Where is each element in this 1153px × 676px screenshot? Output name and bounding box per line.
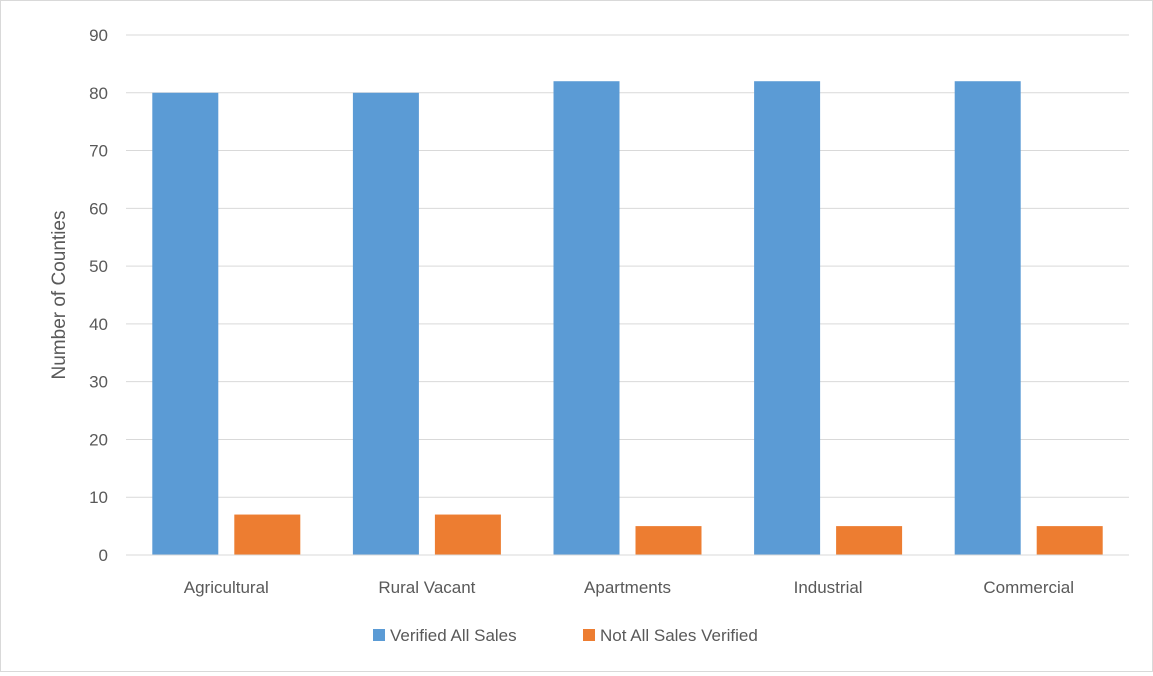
x-axis-tick-labels: Agricultural Rural Vacant Apartments Indust…	[184, 578, 1074, 597]
legend-swatch	[583, 629, 595, 641]
x-tick-label: Apartments	[584, 578, 671, 597]
bar-not-verified	[635, 526, 702, 555]
bar-not-verified	[836, 526, 903, 555]
gridlines	[126, 34, 1129, 498]
y-tick-label: 40	[89, 315, 108, 334]
bar-verified	[152, 92, 219, 556]
legend-swatch	[373, 629, 385, 641]
x-tick-label: Industrial	[794, 578, 863, 597]
y-tick-label: 50	[89, 257, 108, 276]
y-tick-label: 10	[89, 488, 108, 507]
y-tick-label: 20	[89, 430, 108, 449]
bar-verified	[553, 81, 620, 555]
y-tick-label: 90	[89, 26, 108, 45]
y-axis-label: Number of Counties	[49, 211, 70, 380]
legend-label: Verified All Sales	[390, 626, 517, 645]
x-tick-label: Commercial	[983, 578, 1074, 597]
y-tick-label: 0	[99, 546, 108, 565]
y-tick-label: 60	[89, 199, 108, 218]
legend-label: Not All Sales Verified	[600, 626, 758, 645]
y-tick-label: 30	[89, 373, 108, 392]
x-tick-label: Rural Vacant	[378, 578, 475, 597]
bar-not-verified	[234, 514, 301, 555]
x-tick-label: Agricultural	[184, 578, 269, 597]
y-axis-tick-labels: 0 10 20 30 40 50 60 70 80 90	[89, 26, 108, 565]
legend: Verified All Sales Not All Sales Verified	[373, 626, 758, 645]
bar-not-verified	[1036, 526, 1103, 555]
y-tick-label: 80	[89, 84, 108, 103]
bar-verified	[954, 81, 1021, 555]
bar-verified	[352, 92, 419, 556]
bar-not-verified	[434, 514, 501, 555]
y-tick-label: 70	[89, 142, 108, 161]
bar-verified	[754, 81, 821, 555]
bars	[152, 81, 1103, 556]
